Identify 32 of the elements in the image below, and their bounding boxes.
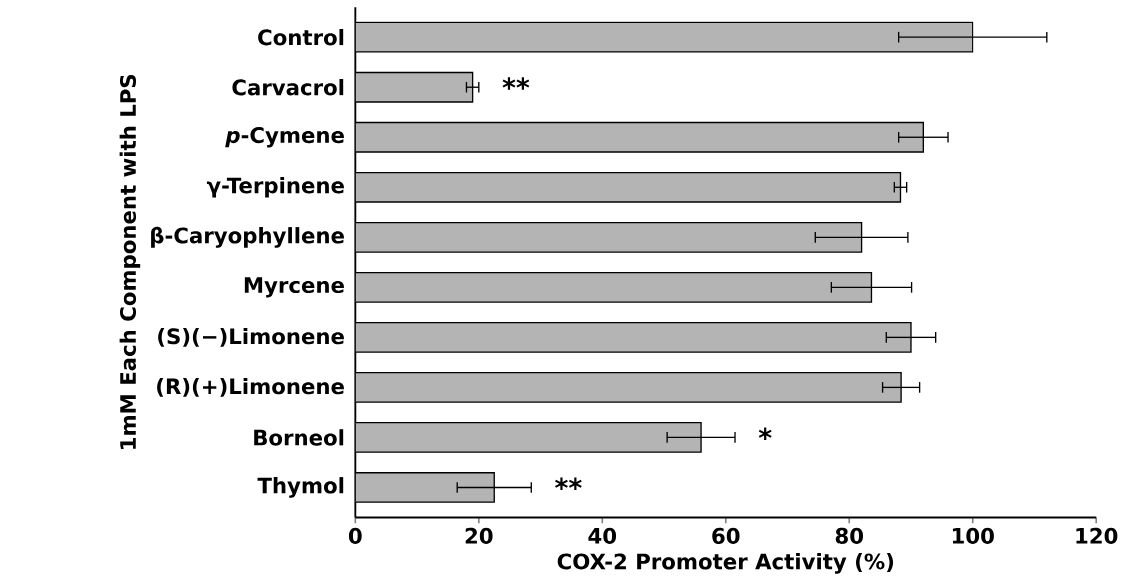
x-tick-label: 60 bbox=[712, 527, 740, 544]
y-tick-label: Myrcene bbox=[244, 277, 344, 298]
bar bbox=[355, 221, 863, 253]
data-label: ** bbox=[555, 477, 582, 490]
bar bbox=[355, 321, 912, 353]
x-tick-label: 40 bbox=[588, 527, 617, 544]
y-tick-label: Thymol bbox=[257, 477, 344, 498]
y-tick-label: (R)(+)Limonene bbox=[157, 377, 344, 397]
y-tick-label: Control bbox=[258, 28, 344, 46]
x-tick-label: 100 bbox=[952, 527, 994, 544]
bar bbox=[355, 371, 902, 403]
y-tick-label: p-Cymene bbox=[225, 127, 344, 148]
y-tick-label: β-Caryophyllene bbox=[151, 226, 344, 248]
y-tick-label: Carvacrol bbox=[232, 78, 344, 96]
bar bbox=[355, 472, 495, 503]
x-tick-label: 120 bbox=[1076, 527, 1118, 544]
bar bbox=[355, 121, 924, 153]
y-tick-label: Borneol bbox=[254, 429, 344, 446]
data-label: * bbox=[758, 427, 772, 440]
y-tick-label: (S)(−)Limonene bbox=[158, 327, 344, 347]
bar bbox=[355, 71, 474, 103]
x-axis-title: COX-2 Promoter Activity (%) bbox=[557, 553, 894, 574]
bar bbox=[355, 21, 974, 53]
y-axis-title: 1mM Each Component with LPS bbox=[119, 74, 141, 449]
bar bbox=[355, 271, 873, 303]
x-tick-label: 80 bbox=[835, 527, 864, 544]
x-tick-label: 0 bbox=[348, 527, 362, 544]
data-label: ** bbox=[502, 77, 530, 90]
bar bbox=[355, 171, 902, 203]
x-tick-label: 20 bbox=[465, 527, 493, 544]
y-tick-label: γ-Terpinene bbox=[206, 176, 344, 198]
bar bbox=[355, 421, 702, 453]
